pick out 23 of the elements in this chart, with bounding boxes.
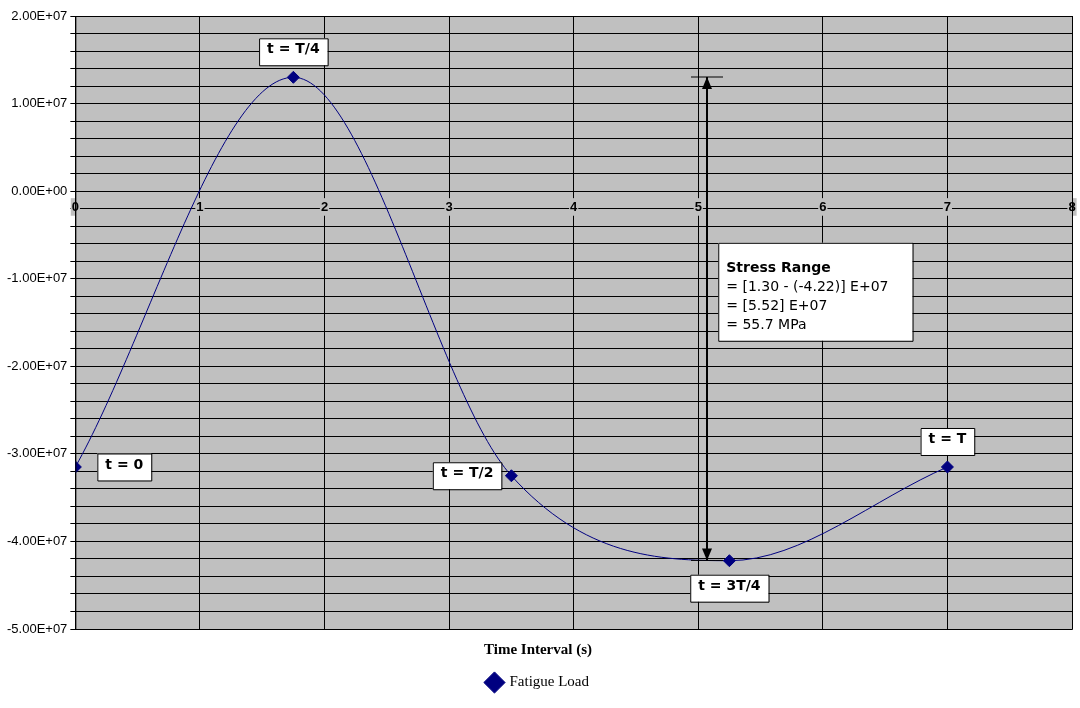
- y-tick-label: -5.00E+07: [6, 620, 68, 636]
- x-tick-label: 5: [694, 198, 702, 214]
- y-tick-label: -4.00E+07: [6, 533, 68, 549]
- annotation: t = 0: [105, 455, 144, 472]
- y-tick-label: 0.00E+00: [11, 182, 68, 198]
- annotation: t = 3T/4: [698, 576, 761, 593]
- y-tick-label: -2.00E+07: [6, 357, 68, 373]
- x-tick-label: 6: [819, 198, 827, 214]
- annotation: t = T: [928, 430, 967, 447]
- y-tick-label: 2.00E+07: [11, 7, 68, 23]
- x-tick-label: 7: [943, 198, 952, 214]
- x-tick-label: 4: [570, 198, 579, 214]
- legend-label: Fatigue Load: [509, 673, 590, 690]
- x-tick-label: 2: [320, 198, 329, 214]
- x-tick-label: 3: [445, 198, 453, 214]
- annotation: Stress Range = [1.30 - (-4.22)] E+07 = [5.52] E+07 = 55.7 MPa: [726, 258, 889, 332]
- x-tick-label: 1: [196, 198, 204, 214]
- y-tick-label: -3.00E+07: [6, 445, 68, 461]
- annotation: t = T/4: [267, 40, 320, 57]
- y-tick-label: 1.00E+07: [11, 95, 68, 111]
- x-axis-title: Time Interval (s): [483, 640, 593, 658]
- annotation: t = T/2: [440, 464, 494, 481]
- y-tick-label: -1.00E+07: [6, 270, 68, 286]
